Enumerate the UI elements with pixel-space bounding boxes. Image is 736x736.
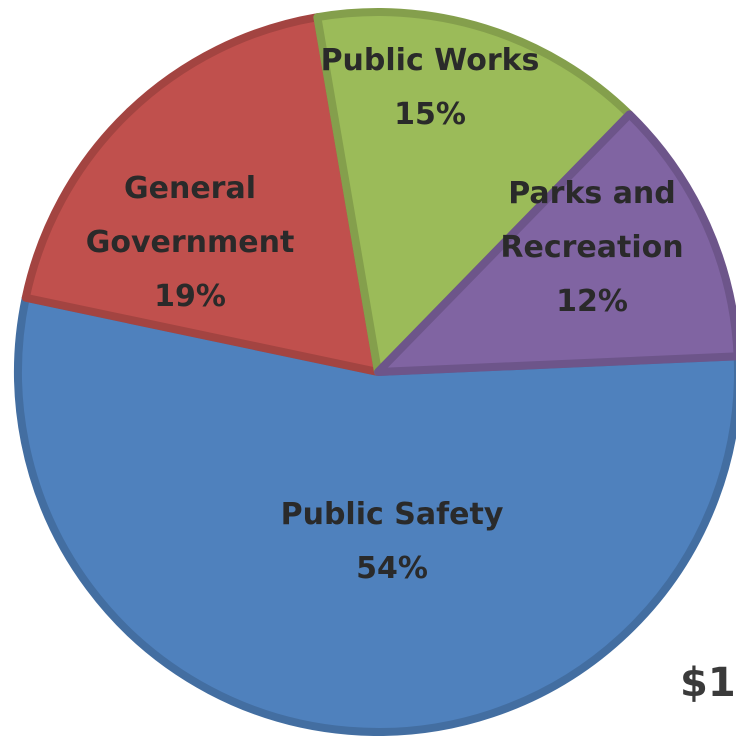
slice-name-line: Government	[85, 225, 295, 260]
pie-slice-general-government	[21, 13, 382, 376]
slice-name-line: Parks and	[508, 176, 676, 211]
slice-value-label: 54%	[356, 551, 428, 586]
slice-name-line: General	[124, 171, 256, 206]
slice-value-label: 12%	[556, 284, 628, 319]
slice-value-label: 15%	[394, 97, 466, 132]
pie-slice-public-works	[313, 8, 634, 376]
slice-name-line: Public Works	[320, 43, 540, 78]
slice-value-label: 19%	[154, 279, 226, 314]
pie-slice-public-safety	[14, 293, 736, 736]
slice-label-parks-and-recreation: Parks and Recreation 12%	[500, 167, 683, 329]
slice-label-public-works: Public Works 15%	[321, 34, 540, 142]
truncated-total-text: $1	[680, 660, 736, 706]
slice-label-public-safety: Public Safety 54%	[281, 488, 504, 596]
slice-label-general-government: General Government 19%	[86, 162, 295, 324]
slice-name-line: Public Safety	[280, 497, 504, 532]
slice-name-line: Recreation	[500, 230, 684, 265]
